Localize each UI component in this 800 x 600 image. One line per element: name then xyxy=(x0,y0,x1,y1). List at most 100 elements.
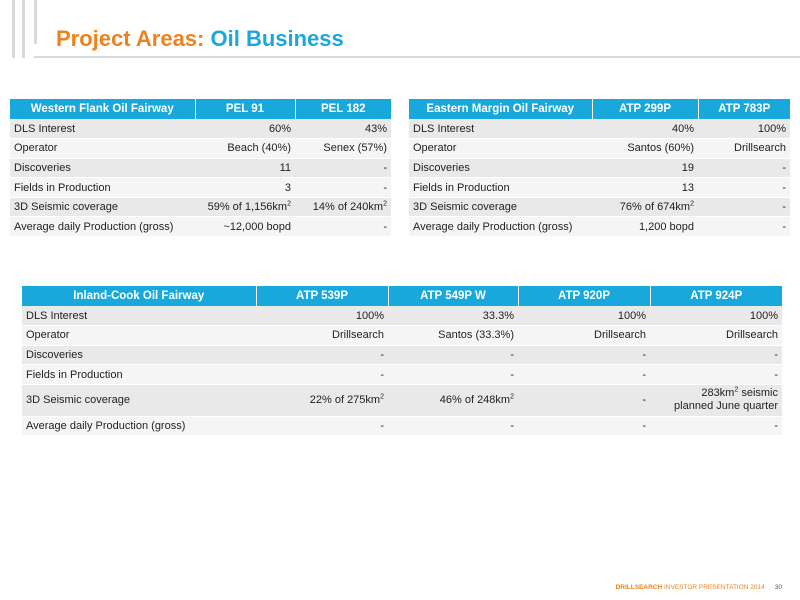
row-label: Fields in Production xyxy=(409,177,592,198)
table-header-cell: ATP 783P xyxy=(698,99,790,119)
table-cell: - xyxy=(698,216,790,238)
table-cell: Drillsearch xyxy=(256,325,388,346)
footer-brand: DRILLSEARCH xyxy=(615,584,663,591)
table-cell: 60% xyxy=(195,119,295,140)
table-cell: 43% xyxy=(295,119,391,140)
table-cell: 14% of 240km2 xyxy=(295,197,391,218)
table-cell: - xyxy=(388,345,518,366)
table-row: Fields in Production 13 - xyxy=(409,177,790,198)
table-cell: - xyxy=(650,345,782,366)
row-label: DLS Interest xyxy=(409,119,592,140)
row-label: 3D Seismic coverage xyxy=(10,197,195,218)
page-number: 30 xyxy=(774,584,782,591)
cell-text: 59% of 1,156km xyxy=(207,201,288,214)
table-row: 3D Seismic coverage 22% of 275km2 46% of… xyxy=(22,384,782,417)
row-label: DLS Interest xyxy=(22,306,256,327)
cell-text: 22% of 275km xyxy=(309,393,381,406)
table-cell: - xyxy=(518,345,650,366)
table-header-cell: PEL 91 xyxy=(195,99,296,119)
table-cell: - xyxy=(518,364,650,385)
eastern-margin-table: Eastern Margin Oil Fairway ATP 299P ATP … xyxy=(409,99,790,238)
table-cell: - xyxy=(256,364,388,385)
table-row: Average daily Production (gross) - - - - xyxy=(22,416,782,437)
table-cell: - xyxy=(256,416,388,437)
table-cell: Santos (33.3%) xyxy=(388,325,518,346)
table-row: Fields in Production 3 - xyxy=(10,177,391,198)
table-cell: - xyxy=(650,416,782,437)
table-row: Fields in Production - - - - xyxy=(22,364,782,385)
table-cell: - xyxy=(518,416,650,437)
superscript: 2 xyxy=(380,393,384,401)
table-cell: 46% of 248km2 xyxy=(388,384,518,417)
table-header-cell: ATP 920P xyxy=(518,286,651,306)
row-label: Average daily Production (gross) xyxy=(22,416,256,437)
page-title-part1: Project Areas: xyxy=(56,26,205,51)
table-row: Average daily Production (gross) ~12,000… xyxy=(10,216,391,238)
table-cell: Santos (60%) xyxy=(592,138,698,159)
inland-cook-table: Inland-Cook Oil Fairway ATP 539P ATP 549… xyxy=(22,286,782,437)
table-row: 3D Seismic coverage 76% of 674km2 - xyxy=(409,197,790,218)
cell-text: 283km xyxy=(701,387,735,400)
table-header-row: Inland-Cook Oil Fairway ATP 539P ATP 549… xyxy=(22,286,782,306)
row-label: Operator xyxy=(22,325,256,346)
table-cell: - xyxy=(650,364,782,385)
footer: DRILLSEARCH INVESTOR PRESENTATION 2014 30 xyxy=(616,584,782,591)
table-cell: - xyxy=(698,158,790,179)
superscript: 2 xyxy=(510,393,514,401)
table-header-cell: ATP 299P xyxy=(592,99,699,119)
table-cell: 19 xyxy=(592,158,698,179)
table-row: Average daily Production (gross) 1,200 b… xyxy=(409,216,790,238)
table-cell: Drillsearch xyxy=(650,325,782,346)
table-cell: 100% xyxy=(698,119,790,140)
table-cell: - xyxy=(518,384,650,417)
table-cell: 13 xyxy=(592,177,698,198)
superscript: 2 xyxy=(287,200,291,208)
table-cell: 283km2 seismic planned June quarter xyxy=(650,384,782,417)
row-label: DLS Interest xyxy=(10,119,195,140)
superscript: 2 xyxy=(734,386,739,394)
table-header-cell: ATP 924P xyxy=(650,286,782,306)
table-row: Operator Beach (40%) Senex (57%) xyxy=(10,138,391,159)
table-cell: 100% xyxy=(518,306,650,327)
row-label: 3D Seismic coverage xyxy=(409,197,592,218)
table-row: DLS Interest 40% 100% xyxy=(409,119,790,140)
table-row: Discoveries - - - - xyxy=(22,345,782,366)
table-cell: 3 xyxy=(195,177,295,198)
row-label: Discoveries xyxy=(22,345,256,366)
row-label: Fields in Production xyxy=(10,177,195,198)
table-row: DLS Interest 100% 33.3% 100% 100% xyxy=(22,306,782,327)
table-cell: 76% of 674km2 xyxy=(592,197,698,218)
cell-line: 283km2 seismic xyxy=(654,387,778,400)
table-cell: 1,200 bopd xyxy=(592,216,698,238)
table-cell: 100% xyxy=(650,306,782,327)
row-label: Operator xyxy=(10,138,195,159)
cell-text: seismic xyxy=(738,387,778,400)
table-header-cell: Western Flank Oil Fairway xyxy=(10,99,196,119)
table-header-cell: Inland-Cook Oil Fairway xyxy=(22,286,257,306)
table-cell: 11 xyxy=(195,158,295,179)
row-label: 3D Seismic coverage xyxy=(22,384,256,417)
superscript: 2 xyxy=(383,200,387,208)
table-cell: Beach (40%) xyxy=(195,138,295,159)
table-row: Operator Santos (60%) Drillsearch xyxy=(409,138,790,159)
footer-text: INVESTOR PRESENTATION 2014 xyxy=(662,584,765,591)
table-header-cell: Eastern Margin Oil Fairway xyxy=(409,99,593,119)
table-cell: - xyxy=(256,345,388,366)
row-label: Discoveries xyxy=(10,158,195,179)
table-row: DLS Interest 60% 43% xyxy=(10,119,391,140)
table-cell: Drillsearch xyxy=(698,138,790,159)
table-header-row: Western Flank Oil Fairway PEL 91 PEL 182 xyxy=(10,99,391,119)
cell-text: 46% of 248km xyxy=(439,393,511,406)
table-cell: ~12,000 bopd xyxy=(195,216,295,238)
row-label: Average daily Production (gross) xyxy=(409,216,592,238)
table-cell: 59% of 1,156km2 xyxy=(195,197,295,218)
title-underline xyxy=(34,56,800,58)
table-header-cell: ATP 549P W xyxy=(388,286,519,306)
table-cell: - xyxy=(388,416,518,437)
table-cell: - xyxy=(698,177,790,198)
table-row: Operator Drillsearch Santos (33.3%) Dril… xyxy=(22,325,782,346)
table-cell: Senex (57%) xyxy=(295,138,391,159)
table-header-cell: PEL 182 xyxy=(295,99,391,119)
row-label: Operator xyxy=(409,138,592,159)
table-row: Discoveries 11 - xyxy=(10,158,391,179)
